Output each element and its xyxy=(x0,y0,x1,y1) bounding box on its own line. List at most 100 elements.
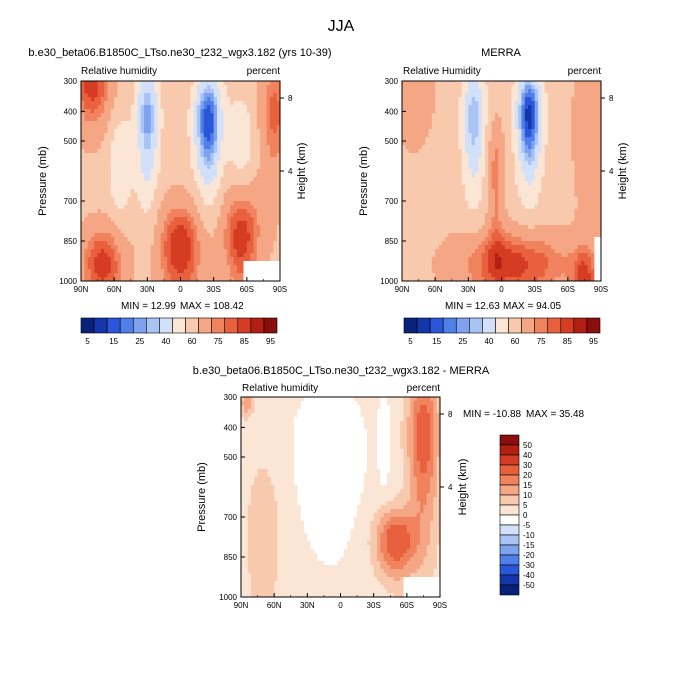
contour-cell xyxy=(117,89,122,94)
contour-cell xyxy=(140,221,145,226)
contour-cell xyxy=(547,177,552,182)
contour-cell xyxy=(160,137,165,142)
contour-cell xyxy=(425,185,430,190)
contour-cell xyxy=(421,169,426,174)
contour-cell xyxy=(484,89,489,94)
contour-cell xyxy=(134,233,138,238)
contour-cell xyxy=(260,81,265,86)
contour-cell xyxy=(144,277,148,281)
contour-cell xyxy=(564,85,569,90)
contour-cell xyxy=(120,81,125,86)
contour-cell xyxy=(448,193,453,198)
contour-cell xyxy=(537,193,542,198)
contour-cell xyxy=(514,157,519,162)
contour-cell xyxy=(498,189,503,194)
contour-cell xyxy=(484,173,489,178)
contour-cell xyxy=(210,105,215,110)
contour-cell xyxy=(150,157,155,162)
contour-cell xyxy=(484,81,489,86)
contour-cell xyxy=(537,197,542,202)
contour-cell xyxy=(597,201,601,206)
contour-cell xyxy=(233,197,238,202)
contour-cell xyxy=(120,277,125,281)
contour-cell xyxy=(544,181,549,186)
contour-cell xyxy=(94,173,99,178)
contour-cell xyxy=(236,265,241,270)
contour-cell xyxy=(577,141,582,146)
contour-cell xyxy=(137,249,142,254)
contour-cell xyxy=(97,197,102,202)
contour-cell xyxy=(110,185,115,190)
contour-cell xyxy=(455,185,459,190)
contour-cell xyxy=(587,89,592,94)
contour-cell xyxy=(157,169,162,174)
contour-cell xyxy=(501,137,506,142)
contour-cell xyxy=(468,189,473,194)
contour-cell xyxy=(157,253,162,258)
contour-cell xyxy=(117,237,122,242)
contour-cell xyxy=(243,277,248,281)
contour-cell xyxy=(468,109,473,114)
contour-cell xyxy=(594,201,599,206)
contour-cell xyxy=(584,173,589,178)
contour-cell xyxy=(547,181,552,186)
contour-cell xyxy=(421,125,426,130)
contour-cell xyxy=(276,249,280,254)
contour-cell xyxy=(273,137,278,142)
contour-cell xyxy=(130,209,135,214)
contour-cell xyxy=(87,89,92,94)
contour-cell xyxy=(213,233,218,238)
contour-cell xyxy=(203,97,208,102)
contour-cell xyxy=(137,185,142,190)
contour-cell xyxy=(107,145,112,150)
contour-cell xyxy=(124,145,129,150)
contour-cell xyxy=(458,193,463,198)
contour-cell xyxy=(216,157,221,162)
contour-cell xyxy=(551,101,556,106)
contour-cell xyxy=(180,241,185,246)
x-tick-label: 60S xyxy=(240,285,254,294)
contour-cell xyxy=(236,229,241,234)
contour-cell xyxy=(160,269,165,274)
contour-cell xyxy=(183,277,188,281)
contour-cell xyxy=(233,161,238,166)
contour-cell xyxy=(163,153,168,158)
contour-cell xyxy=(273,89,278,94)
contour-cell xyxy=(117,189,122,194)
contour-cell xyxy=(140,265,145,270)
contour-cell xyxy=(193,193,198,198)
contour-cell xyxy=(425,173,430,178)
contour-cell xyxy=(408,101,413,106)
contour-cell xyxy=(481,113,486,118)
contour-cell xyxy=(554,181,559,186)
contour-cell xyxy=(256,205,261,210)
contour-cell xyxy=(478,141,483,146)
contour-cell xyxy=(438,93,443,98)
contour-cell xyxy=(213,185,218,190)
contour-cell xyxy=(581,97,586,102)
contour-cell xyxy=(226,97,231,102)
contour-cell xyxy=(216,141,221,146)
contour-cell xyxy=(114,213,119,218)
contour-cell xyxy=(147,153,152,158)
contour-cell xyxy=(107,213,112,218)
contour-cell xyxy=(177,97,182,102)
contour-cell xyxy=(474,145,479,150)
contour-cell xyxy=(147,249,152,254)
contour-cell xyxy=(87,197,92,202)
contour-cell xyxy=(160,217,165,222)
contour-cell xyxy=(130,245,135,250)
contour-cell xyxy=(263,89,268,94)
contour-cell xyxy=(571,185,576,190)
contour-cell xyxy=(471,121,476,126)
contour-cell xyxy=(216,273,221,278)
contour-cell xyxy=(226,197,231,202)
contour-cell xyxy=(418,201,423,206)
contour-cell xyxy=(193,245,198,250)
contour-cell xyxy=(494,101,499,106)
contour-cell xyxy=(94,257,99,262)
contour-cell xyxy=(266,93,271,98)
contour-cell xyxy=(260,129,265,134)
contour-cell xyxy=(531,177,536,182)
contour-cell xyxy=(273,109,278,114)
